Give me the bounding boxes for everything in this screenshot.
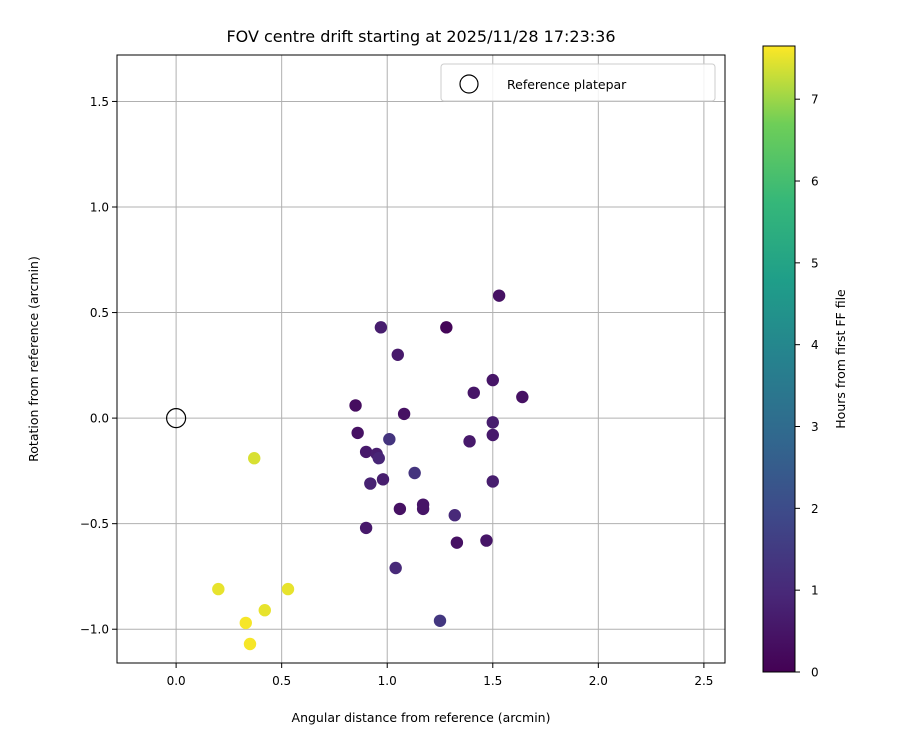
y-axis-ticks: −1.0 −0.5 0.0 0.5 1.0 1.5 bbox=[80, 95, 117, 637]
legend-box bbox=[440, 63, 716, 102]
colorbar-tick-label: 3 bbox=[811, 420, 819, 434]
data-point bbox=[376, 473, 390, 486]
data-point bbox=[243, 637, 257, 651]
data-point bbox=[393, 502, 407, 516]
data-point bbox=[486, 475, 499, 488]
data-point bbox=[372, 452, 385, 465]
data-point bbox=[349, 399, 362, 412]
legend-label: Reference platepar bbox=[507, 77, 627, 92]
y-axis-label: Rotation from reference (arcmin) bbox=[26, 256, 41, 462]
colorbar-tick-label: 7 bbox=[811, 93, 819, 107]
colorbar-tick-label: 4 bbox=[811, 338, 819, 352]
data-point bbox=[486, 373, 499, 387]
data-point bbox=[364, 477, 377, 490]
legend-reference-marker bbox=[459, 74, 479, 94]
x-tick-label: 0.0 bbox=[167, 674, 186, 688]
data-point bbox=[440, 321, 453, 334]
data-point bbox=[416, 502, 430, 516]
x-tick-label: 1.0 bbox=[378, 674, 397, 688]
data-point bbox=[389, 561, 402, 575]
chart-title: FOV centre drift starting at 2025/11/28 … bbox=[226, 27, 615, 46]
y-tick-label: −0.5 bbox=[80, 517, 109, 531]
data-point bbox=[359, 521, 373, 535]
colorbar-ticks: 0 1 2 3 4 5 6 7 bbox=[795, 93, 819, 680]
data-point bbox=[486, 428, 499, 442]
data-point bbox=[248, 452, 261, 465]
reference-platepar-marker bbox=[166, 408, 187, 429]
data-point bbox=[397, 407, 411, 421]
y-tick-label: 0.5 bbox=[90, 306, 109, 320]
data-point bbox=[374, 321, 388, 334]
data-point bbox=[480, 534, 493, 547]
plot-frame bbox=[116, 54, 726, 664]
data-point bbox=[391, 348, 404, 361]
data-point bbox=[467, 386, 480, 399]
data-point bbox=[492, 289, 506, 302]
data-point bbox=[239, 616, 252, 630]
data-point bbox=[212, 582, 225, 596]
data-point bbox=[258, 604, 271, 617]
data-point bbox=[516, 390, 529, 404]
x-tick-label: 1.5 bbox=[483, 674, 502, 688]
data-point bbox=[351, 426, 364, 440]
colorbar-tick-label: 2 bbox=[811, 502, 819, 516]
colorbar-label: Hours from first FF file bbox=[833, 289, 848, 429]
y-tick-label: 1.5 bbox=[90, 95, 109, 109]
colorbar-tick-label: 0 bbox=[811, 666, 819, 680]
data-point bbox=[486, 416, 499, 429]
data-point bbox=[359, 445, 373, 459]
reference-marker-layer bbox=[166, 408, 187, 429]
x-axis-label: Angular distance from reference (arcmin) bbox=[292, 710, 551, 725]
data-point bbox=[463, 435, 476, 448]
y-tick-label: −1.0 bbox=[80, 623, 109, 637]
grid-lines bbox=[117, 55, 725, 663]
colorbar-tick-label: 6 bbox=[811, 175, 819, 189]
data-point bbox=[450, 536, 464, 549]
x-tick-label: 2.0 bbox=[589, 674, 608, 688]
data-point bbox=[448, 509, 461, 522]
data-point bbox=[408, 466, 421, 480]
legend: Reference platepar bbox=[440, 63, 716, 102]
data-point bbox=[383, 433, 396, 446]
colorbar-tick-label: 1 bbox=[811, 584, 819, 598]
colorbar-tick-label: 5 bbox=[811, 256, 819, 270]
x-tick-label: 2.5 bbox=[694, 674, 713, 688]
data-point bbox=[281, 582, 295, 596]
x-axis-ticks: 0.0 0.5 1.0 1.5 2.0 2.5 bbox=[167, 663, 713, 688]
scatter-points bbox=[212, 289, 529, 651]
data-point bbox=[433, 614, 447, 627]
x-tick-label: 0.5 bbox=[272, 674, 291, 688]
y-tick-label: 1.0 bbox=[90, 201, 109, 215]
y-tick-label: 0.0 bbox=[90, 412, 109, 426]
colorbar bbox=[762, 45, 796, 673]
